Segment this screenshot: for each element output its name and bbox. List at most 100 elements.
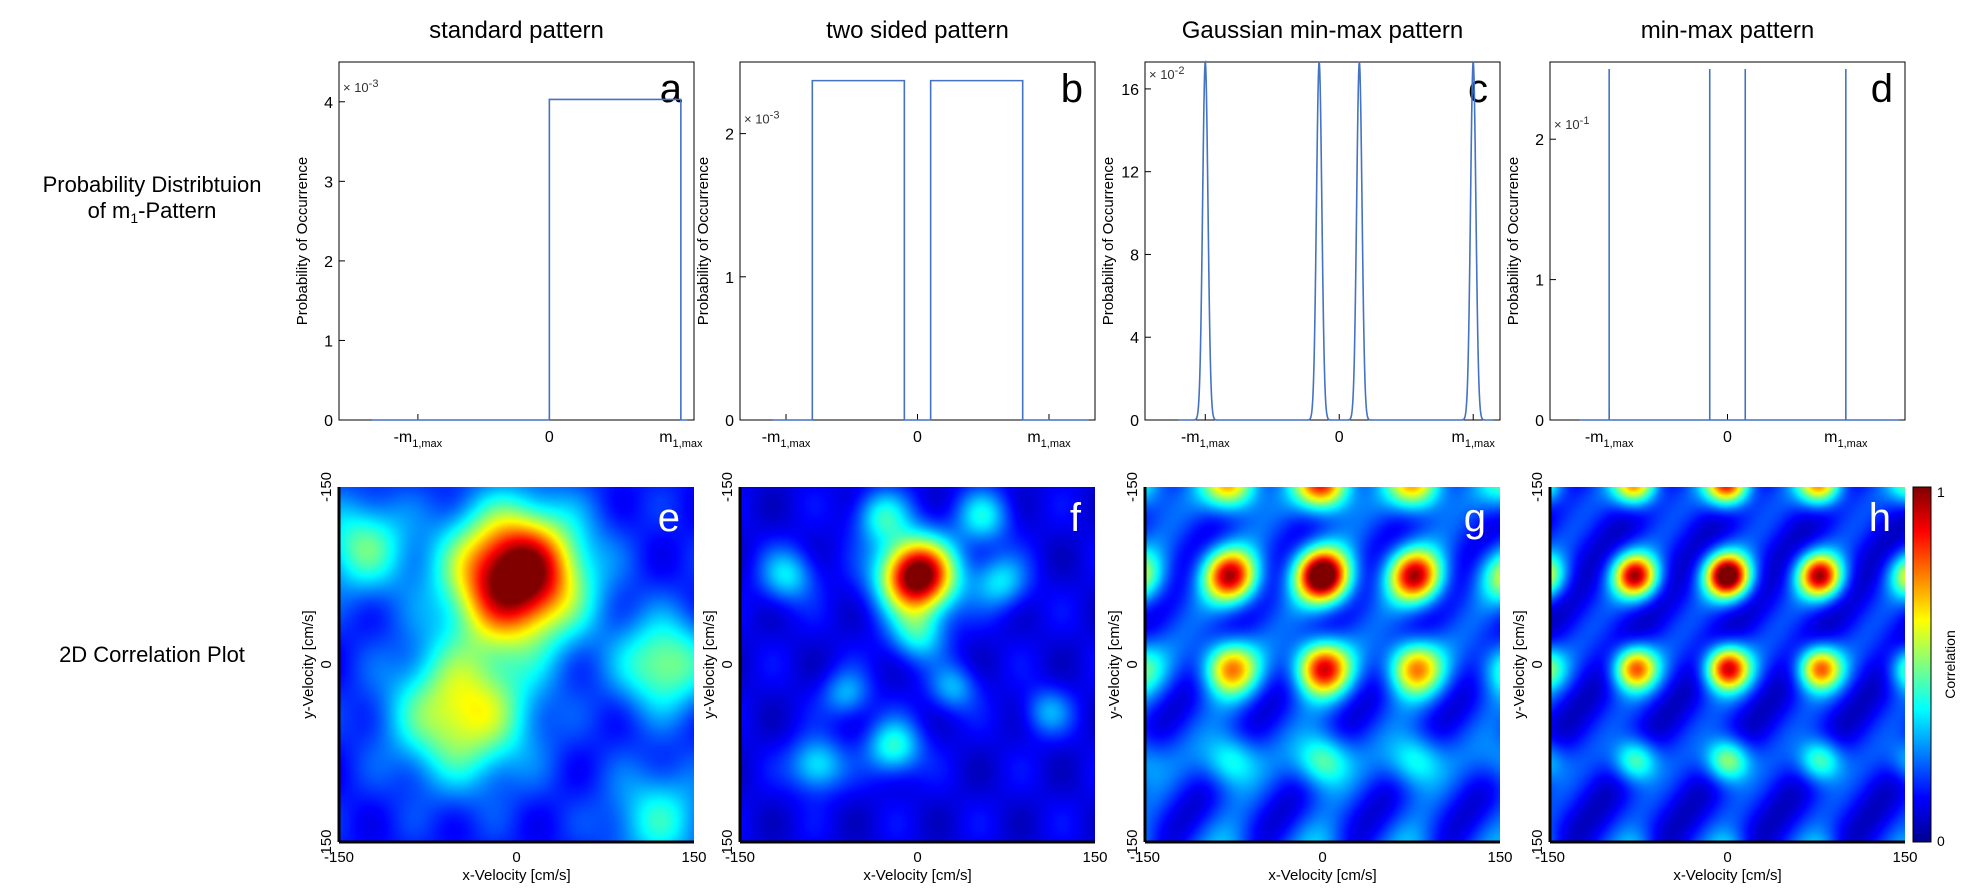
- x-tick-sub: 1,max: [1604, 438, 1634, 450]
- panel-a-probability-plot: standard pattern a 0 1 2 3 4 × 10-3 Probability …: [294, 17, 703, 450]
- x-axis-label: x-Velocity [cm/s]: [462, 867, 570, 884]
- panel-h-correlation-heatmap: h -150 0 150 x-Velocity [cm/s] -150 0 150 y-Velo…: [1511, 472, 1918, 884]
- x-axis-label: x-Velocity [cm/s]: [1673, 867, 1781, 884]
- x-tick-label: -m1,max: [1585, 429, 1634, 450]
- row-label-top-line1: Probability Distribtuion: [43, 172, 262, 197]
- distribution-line: [1178, 59, 1494, 421]
- y-tick-label: 3: [324, 174, 333, 191]
- y-axis-label: y-Velocity [cm/s]: [1106, 610, 1123, 718]
- panel-letter: h: [1869, 496, 1891, 540]
- x-tick-label: -m1,max: [762, 429, 811, 450]
- x-tick-label: 150: [681, 849, 706, 866]
- y-axis-label: y-Velocity [cm/s]: [300, 610, 317, 718]
- x-tick-label: 0: [1723, 429, 1732, 446]
- y-exponent-label: × 10-3: [744, 110, 779, 127]
- x-tick-label: m1,max: [1452, 429, 1496, 450]
- heatmap-image: [740, 487, 1095, 842]
- correlation-colorbar: 1 0 Correlation: [1912, 484, 1958, 849]
- axes-box: [338, 61, 695, 421]
- x-tick-label: 150: [1082, 849, 1107, 866]
- panel-letter: g: [1464, 496, 1486, 540]
- x-tick-sub: 1,max: [1838, 438, 1868, 450]
- distribution-line: [371, 98, 688, 421]
- panel-letter: a: [660, 67, 683, 111]
- y-exponent-label: × 10-3: [343, 78, 378, 95]
- y-exponent-power: -3: [369, 78, 379, 90]
- heatmap-image: [1145, 487, 1500, 842]
- distribution-line: [1579, 69, 1900, 421]
- x-tick-label: 150: [1892, 849, 1917, 866]
- x-tick-label: 0: [1335, 429, 1344, 446]
- panel-title: standard pattern: [429, 17, 604, 44]
- heatmap-image: [1550, 487, 1905, 842]
- x-tick-label: 0: [913, 429, 922, 446]
- panel-title: two sided pattern: [826, 17, 1009, 44]
- x-tick-label: 0: [1318, 849, 1326, 866]
- x-tick-label: m1,max: [1824, 429, 1868, 450]
- x-axis-label: x-Velocity [cm/s]: [863, 867, 971, 884]
- y-axis-label: y-Velocity [cm/s]: [701, 610, 718, 718]
- row-label-top-line2: of m1-Pattern: [88, 198, 217, 226]
- x-tick-main: 0: [913, 429, 922, 446]
- y-tick-label: 0: [324, 413, 333, 430]
- panel-title: Gaussian min-max pattern: [1182, 17, 1463, 44]
- colorbar-max-label: 1: [1937, 484, 1945, 500]
- panel-title: min-max pattern: [1641, 17, 1814, 44]
- x-tick-main: -m: [1181, 429, 1200, 446]
- x-tick-sub: 1,max: [1200, 438, 1230, 450]
- panel-letter: f: [1070, 496, 1082, 540]
- x-tick-sub: 1,max: [1465, 438, 1495, 450]
- y-tick-label: 16: [1121, 82, 1139, 99]
- y-exponent-label: × 10-1: [1554, 115, 1589, 132]
- y-tick-label: 150: [1529, 829, 1546, 854]
- y-tick-label: 12: [1121, 165, 1139, 182]
- y-tick-label: 0: [1529, 660, 1546, 668]
- colorbar-min-label: 0: [1937, 833, 1945, 849]
- y-axis-label: Probability of Occurrence: [1100, 157, 1117, 325]
- y-tick-label: 4: [1130, 330, 1139, 347]
- x-tick-label: 0: [1723, 849, 1731, 866]
- y-tick-label: 0: [1535, 413, 1544, 430]
- y-tick-label: 1: [725, 270, 734, 287]
- y-tick-label: -150: [1124, 472, 1141, 502]
- x-tick-main: 0: [545, 429, 554, 446]
- x-tick-main: 0: [1335, 429, 1344, 446]
- x-tick-label: m1,max: [659, 429, 703, 450]
- x-tick-label: -150: [324, 849, 354, 866]
- y-tick-label: 0: [725, 413, 734, 430]
- x-tick-sub: 1,max: [780, 438, 810, 450]
- y-exponent-base: × 10: [1554, 117, 1580, 132]
- x-axis-label: x-Velocity [cm/s]: [1268, 867, 1376, 884]
- y-exponent-base: × 10: [744, 112, 770, 127]
- colorbar-gradient: [1912, 486, 1932, 843]
- colorbar-label: Correlation: [1942, 630, 1958, 698]
- y-exponent-base: × 10: [1149, 67, 1175, 82]
- y-tick-label: 2: [1535, 132, 1544, 149]
- y-axis-label: Probability of Occurrence: [695, 157, 712, 325]
- panel-letter: c: [1468, 67, 1488, 111]
- x-tick-label: 0: [545, 429, 554, 446]
- x-tick-sub: 1,max: [1041, 438, 1071, 450]
- x-tick-main: m: [659, 429, 672, 446]
- panel-letter: b: [1061, 67, 1083, 111]
- row-label-top-suffix: -Pattern: [138, 198, 216, 223]
- axes-box: [1549, 61, 1906, 421]
- y-tick-label: 2: [324, 254, 333, 271]
- x-tick-main: -m: [762, 429, 781, 446]
- y-tick-label: -150: [1529, 472, 1546, 502]
- x-tick-main: -m: [394, 429, 413, 446]
- y-axis-label: y-Velocity [cm/s]: [1511, 610, 1528, 718]
- x-tick-label: m1,max: [1027, 429, 1071, 450]
- x-tick-label: 0: [913, 849, 921, 866]
- y-tick-label: 8: [1130, 247, 1139, 264]
- y-tick-label: -150: [719, 472, 736, 502]
- y-tick-label: -150: [318, 472, 335, 502]
- row-label-bottom: 2D Correlation Plot: [59, 642, 245, 667]
- y-tick-label: 2: [725, 127, 734, 144]
- x-tick-main: m: [1824, 429, 1837, 446]
- heatmap-image: [339, 487, 694, 842]
- distribution-line: [772, 79, 1089, 421]
- x-tick-main: m: [1452, 429, 1465, 446]
